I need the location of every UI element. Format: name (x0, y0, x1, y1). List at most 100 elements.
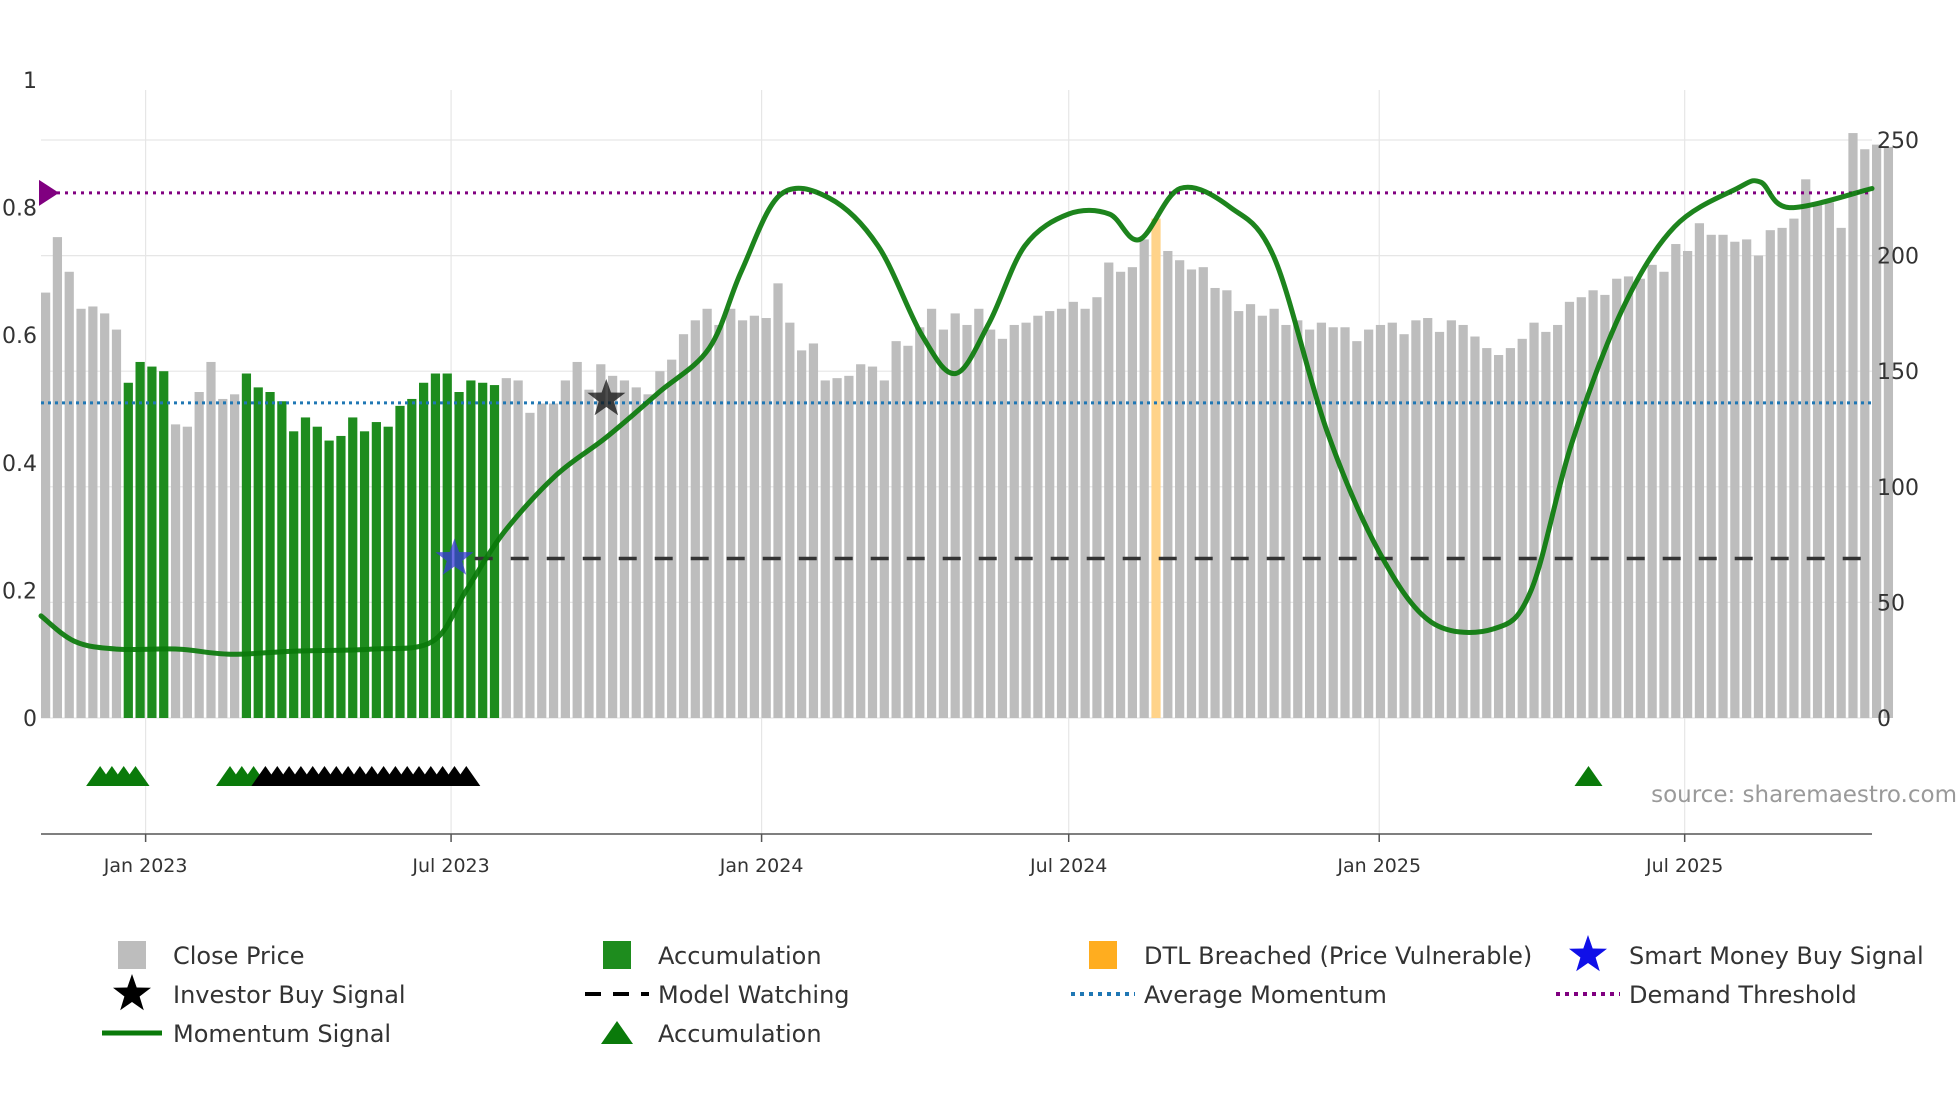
close-price-bar (938, 329, 948, 718)
close-price-bar (1765, 230, 1775, 718)
close-price-bar (797, 350, 807, 718)
close-price-bar (856, 364, 866, 718)
close-price-bar (206, 361, 216, 718)
close-price-bar (218, 398, 228, 718)
momentum-signal-line (38, 178, 1875, 657)
accumulation-bar (253, 387, 263, 718)
close-price-bar (1387, 322, 1397, 718)
close-price-bar (903, 345, 913, 718)
close-price-bar (88, 306, 98, 718)
close-price-bar (1316, 322, 1327, 718)
close-price-bar (1198, 267, 1208, 718)
legend: Close Price Accumulation DTL Breached (Pri… (102, 935, 1924, 1048)
close-price-bar (513, 380, 523, 718)
close-price-bar (1186, 269, 1197, 718)
close-price-bar (1470, 336, 1480, 718)
close-price-bar (1340, 327, 1350, 718)
close-price-bar (997, 338, 1008, 718)
accumulation-bar (123, 382, 133, 718)
grid-lines (41, 90, 1872, 834)
close-price-bar (52, 237, 63, 718)
demand-threshold-marker (39, 179, 59, 206)
legend-label: DTL Breached (Price Vulnerable) (1144, 942, 1532, 970)
left-axis-tick-label: 0 (23, 707, 37, 732)
legend-star-icon (1569, 935, 1607, 972)
legend-label: Accumulation (658, 942, 822, 970)
close-price-bar (714, 324, 724, 718)
close-price-bar (525, 412, 535, 718)
close-price-bar (667, 359, 677, 718)
close-price-bar (1021, 322, 1031, 718)
close-price-bar (1281, 324, 1291, 718)
legend-item: Accumulation (603, 941, 822, 970)
legend-square-icon (118, 941, 146, 969)
source-note: source: sharemaestro.com (1651, 782, 1957, 808)
close-price-bar (1529, 322, 1539, 718)
legend-label: Smart Money Buy Signal (1629, 942, 1924, 970)
close-price-bar (1647, 264, 1657, 718)
close-price-bar (1328, 327, 1338, 718)
close-price-bar (986, 329, 996, 718)
accumulation-bar (147, 366, 157, 718)
close-price-bar (1505, 348, 1516, 718)
legend-item: Average Momentum (1071, 981, 1387, 1009)
legend-item: DTL Breached (Price Vulnerable) (1089, 941, 1532, 970)
legend-square-icon (1089, 941, 1117, 969)
close-price-bar (773, 283, 783, 718)
close-price-bar (1234, 311, 1244, 718)
accumulation-bar (135, 361, 145, 718)
close-price-bar (785, 322, 795, 718)
close-price-bar (111, 329, 122, 718)
close-price-bar (1848, 133, 1858, 719)
legend-star-icon (113, 974, 151, 1011)
smart-money-buy-signal-star (435, 538, 474, 575)
close-price-bar (64, 271, 74, 718)
close-price-bar (844, 375, 854, 718)
close-price-bar (1080, 308, 1090, 718)
left-axis-tick-label: 0.8 (2, 197, 37, 222)
legend-item: Demand Threshold (1556, 981, 1857, 1009)
legend-label: Momentum Signal (173, 1020, 391, 1048)
accumulation-bar (241, 373, 252, 718)
close-price-bar (867, 366, 878, 718)
close-price-bar (1730, 241, 1740, 718)
close-price-bar (1009, 324, 1019, 718)
close-price-bar (1045, 311, 1055, 718)
right-axis-tick-label: 200 (1877, 245, 1919, 270)
accumulation-bar (289, 431, 299, 718)
accumulation-bar (383, 426, 393, 718)
close-price-bar (1753, 255, 1764, 718)
close-price-bar (1576, 297, 1586, 718)
close-price-bar (182, 426, 192, 718)
axes: 0 0.2 0.4 0.6 0.8 1 0 50 100 150 200 250 Jan 2023 Jul… (2, 69, 1919, 877)
legend-label: Close Price (173, 942, 305, 970)
close-price-bar (643, 394, 653, 718)
close-price-bar (1493, 355, 1504, 718)
legend-item: Momentum Signal (102, 1020, 391, 1048)
legend-item: Close Price (118, 941, 305, 970)
accumulation-marker-green (121, 766, 150, 786)
close-price-bar (749, 315, 759, 718)
accumulation-bar (478, 382, 488, 718)
close-price-bar (1092, 297, 1102, 718)
close-price-bar (631, 387, 641, 718)
close-price-bar (1541, 331, 1551, 718)
left-axis-tick-label: 0.4 (2, 452, 37, 477)
close-price-bar (41, 292, 51, 718)
close-price-bar (584, 389, 594, 718)
close-price-bar (1742, 239, 1752, 718)
legend-item: Accumulation (601, 1020, 822, 1048)
close-price-bar (678, 334, 689, 718)
close-price-bar (1718, 234, 1728, 719)
close-price-bar (1564, 301, 1575, 718)
close-price-bar (726, 308, 736, 718)
close-price-bar (560, 380, 570, 718)
accumulation-bar (395, 405, 405, 718)
close-price-bar (1222, 290, 1232, 718)
signal-lines (38, 178, 1875, 657)
close-price-bar (1860, 149, 1870, 719)
legend-item: Smart Money Buy Signal (1569, 935, 1924, 972)
close-price-bar (832, 378, 842, 718)
accumulation-bar (336, 435, 346, 718)
legend-triangle-icon (601, 1021, 633, 1044)
